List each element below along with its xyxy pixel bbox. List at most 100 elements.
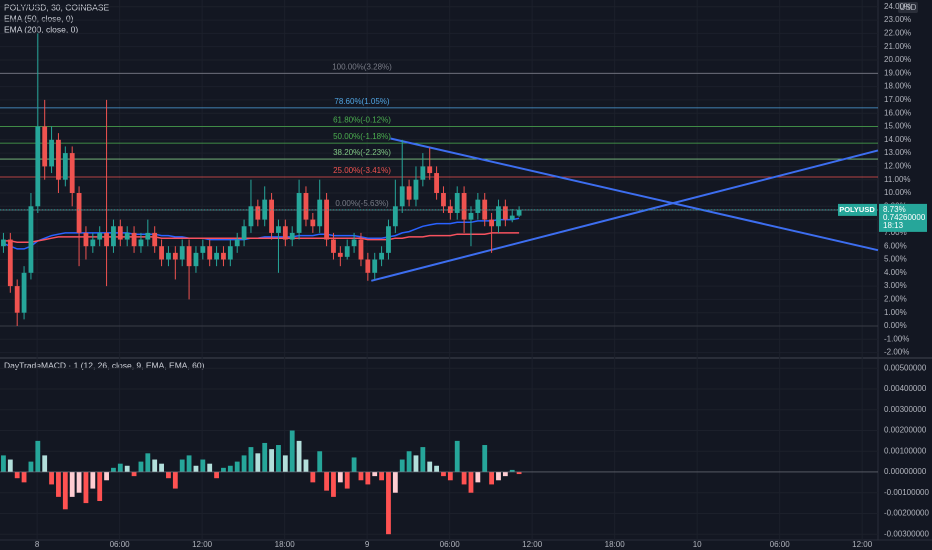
y-tick-label: 15.00% [884, 122, 911, 131]
candle-body [56, 139, 61, 180]
fib-label: 0.00%(-5.63%) [335, 199, 389, 208]
indicator-title: DayTradeMACD · 1 (12, 26, close, 9, EMA,… [4, 360, 205, 370]
x-tick-label: 06:00 [110, 540, 131, 549]
macd-bar [221, 467, 226, 472]
legend-entry: EMA (200, close, 0) [4, 24, 78, 34]
macd-bar [303, 459, 309, 472]
y-tick-label: 18.00% [884, 82, 911, 91]
macd-bar [214, 471, 219, 479]
macd-bar [152, 459, 158, 472]
fib-label: 25.00%(-3.41%) [333, 166, 391, 175]
candle-body [1, 239, 6, 247]
macd-bar [124, 465, 130, 472]
macd-bar [482, 445, 488, 472]
candle-body [310, 219, 316, 227]
candle-body [83, 232, 89, 247]
macd-bar [193, 465, 199, 472]
macd-bar [179, 459, 185, 472]
y-tick-label: -2.00% [884, 348, 909, 357]
candle-body [502, 206, 508, 220]
macd-bar [406, 451, 412, 472]
macd-bar [399, 459, 405, 472]
candle-body [434, 173, 439, 193]
candle-body [413, 179, 419, 200]
candle-body [365, 259, 371, 273]
x-tick-label: 18:00 [275, 540, 296, 549]
countdown: 18:13 [883, 221, 904, 230]
macd-bar [159, 463, 164, 472]
macd-bar [56, 471, 61, 497]
candle-body [282, 226, 288, 240]
y-tick-label: 7.00% [884, 228, 907, 237]
macd-bar [42, 455, 48, 472]
y-tick-label: -0.00200000 [884, 509, 929, 518]
candle-body [248, 206, 254, 227]
currency-badge [898, 2, 918, 13]
candle-body [482, 199, 488, 220]
y-tick-label: 14.00% [884, 135, 911, 144]
candle-body [159, 246, 164, 260]
candle-body [509, 215, 515, 220]
y-tick-label: 13.00% [884, 148, 911, 157]
macd-bar [386, 471, 391, 535]
y-tick-label: 23.00% [884, 15, 911, 24]
y-tick-label: 12.00% [884, 162, 911, 171]
price-badge [879, 203, 927, 232]
trendline [371, 149, 879, 282]
candle-body [468, 212, 474, 220]
y-tick-label: 20.00% [884, 55, 911, 64]
x-tick-label: 9 [365, 540, 370, 549]
candle-body [172, 252, 178, 260]
candle-body [303, 192, 309, 220]
macd-bar [104, 471, 109, 481]
macd-bar [372, 471, 378, 477]
candle-body [227, 246, 233, 260]
symbol-badge [838, 203, 877, 216]
y-tick-label: 1.00% [884, 308, 907, 317]
fib-label: 78.60%(1.05%) [334, 97, 389, 106]
y-tick-label: 17.00% [884, 95, 911, 104]
x-tick-label: 12:00 [522, 540, 543, 549]
candle-body [516, 209, 522, 216]
candle-body [179, 246, 185, 260]
candle-body [454, 192, 460, 213]
candle-body [399, 186, 405, 207]
candle-body [221, 252, 226, 260]
candle-body [289, 232, 295, 240]
trendline [390, 137, 879, 252]
macd-bar [461, 471, 467, 485]
candle-body [351, 239, 357, 247]
macd-bar [227, 465, 233, 472]
candle-body [69, 153, 75, 193]
macd-bar [379, 471, 384, 481]
candle-body [21, 272, 27, 313]
macd-bar [413, 455, 419, 472]
candle-body [200, 246, 206, 253]
candle-body [49, 139, 54, 167]
candle-body [441, 192, 446, 207]
macd-bar [97, 471, 103, 502]
candle-body [427, 166, 433, 174]
last-value: 8.73% [883, 205, 906, 214]
candle-body [111, 226, 116, 247]
macd-bar [207, 463, 213, 472]
macd-bar [331, 471, 336, 497]
candle-body [193, 252, 199, 267]
candle-body [324, 199, 329, 240]
macd-bar [7, 459, 13, 472]
macd-bar [496, 471, 501, 481]
macd-bar [509, 469, 515, 472]
macd-bar [447, 471, 453, 481]
macd-bar [83, 471, 89, 504]
candle-body [255, 206, 261, 220]
y-tick-label: 11.00% [884, 175, 911, 184]
y-tick-label: 0.00100000 [884, 446, 927, 455]
macd-bar [172, 471, 178, 489]
macd-bar [475, 471, 481, 483]
y-tick-label: 10.00% [884, 188, 911, 197]
macd-bar [1, 455, 6, 472]
candle-body [166, 252, 171, 260]
